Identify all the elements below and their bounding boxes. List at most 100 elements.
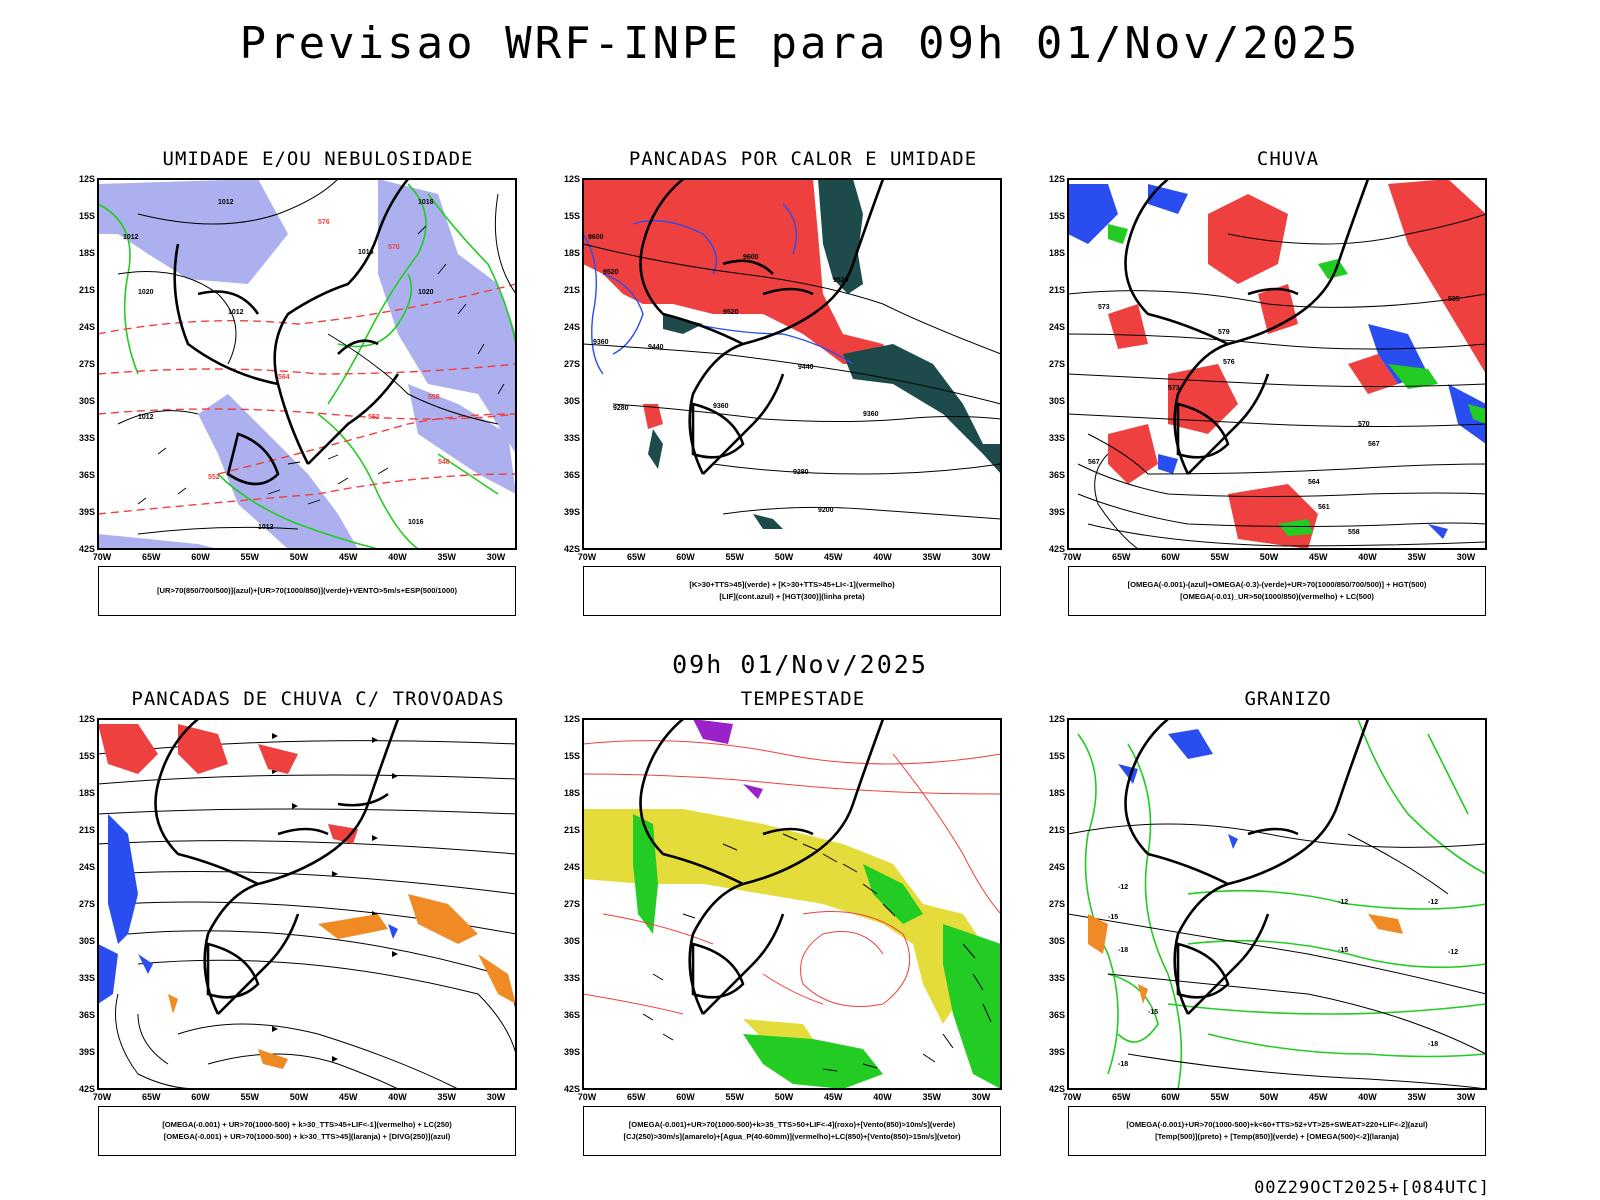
lat-tick-label: 39S — [79, 507, 95, 517]
lat-tick-label: 33S — [564, 973, 580, 983]
lon-axis: 70W 65W 60W 55W 50W 45W 40W 35W 30W — [93, 1092, 506, 1102]
land-borders — [154, 718, 400, 1015]
lat-tick-label: 36S — [564, 1010, 580, 1020]
panel-title: GRANIZO — [1244, 688, 1332, 710]
lat-tick-label: 12S — [79, 174, 95, 184]
contour-label: 561 — [1318, 504, 1330, 511]
lat-axis: 12S 15S 18S 21S 24S 27S 30S 33S 36S 39S 42S — [79, 714, 95, 1094]
lat-tick-label: 12S — [1049, 714, 1065, 724]
lat-tick-label: 42S — [564, 544, 580, 554]
contour-label: 567 — [1368, 441, 1380, 448]
panel-granizo: GRANIZO — [1048, 688, 1528, 1158]
lat-tick-label: 15S — [1049, 211, 1065, 221]
lat-tick-label: 33S — [1049, 433, 1065, 443]
land-borders — [639, 178, 885, 475]
green-temp850-contours — [1077, 718, 1487, 1090]
legend-line: [UR>70(850/700/500)](azul)+[UR>70(1000/8… — [157, 586, 457, 595]
legend-line: [OMEGA(-0.001)+UR>70(1000-500)+k>35_TTS>… — [628, 1120, 956, 1129]
contour-label: 1016 — [408, 519, 424, 526]
contour-label: 546 — [438, 459, 450, 466]
lat-tick-label: 15S — [564, 751, 580, 761]
panel-title: TEMPESTADE — [740, 688, 866, 710]
map-trovoadas: 12S 15S 18S 21S 24S 27S 30S 33S 36S 39S 42S 70W 65W… — [79, 714, 517, 1102]
contour-label: 573 — [1098, 304, 1110, 311]
lat-tick-label: 12S — [1049, 174, 1065, 184]
lat-tick-label: 24S — [564, 322, 580, 332]
contour-label: 1016 — [358, 249, 374, 256]
lon-tick-label: 40W — [1358, 1092, 1377, 1102]
contour-label: 1016 — [418, 199, 434, 206]
contour-label: 573 — [1168, 385, 1180, 392]
lat-tick-label: 18S — [1049, 788, 1065, 798]
lat-tick-label: 21S — [564, 825, 580, 835]
red-rain-area — [1108, 179, 1486, 549]
lat-tick-label: 30S — [564, 936, 580, 946]
lon-tick-label: 50W — [1260, 1092, 1279, 1102]
lat-tick-label: 27S — [1049, 359, 1065, 369]
contour-label: 9520 — [603, 269, 619, 276]
streamlines — [97, 740, 517, 1090]
lat-tick-label: 27S — [564, 359, 580, 369]
contour-label: 1012 — [138, 414, 154, 421]
lon-tick-label: 45W — [824, 552, 843, 562]
lon-tick-label: 45W — [339, 552, 358, 562]
lat-tick-label: 24S — [1049, 862, 1065, 872]
contour-label: 564 — [1308, 479, 1320, 486]
lat-axis: 12S 15S 18S 21S 24S 27S 30S 33S 36S 39S 42S — [1049, 174, 1065, 554]
contour-label: -18 — [1118, 1061, 1128, 1068]
contour-label: -12 — [1118, 884, 1128, 891]
lat-tick-label: 42S — [1049, 1084, 1065, 1094]
lon-tick-label: 60W — [1161, 1092, 1180, 1102]
map-chuva: 579 576 573 570 567 564 561 558 585 573 … — [1049, 174, 1487, 562]
contour-label: 1020 — [138, 289, 154, 296]
land-borders — [1124, 718, 1370, 1015]
legend-box: [K>30+TTS>45](verde) + [K>30+TTS>45+LI<-… — [583, 566, 1001, 616]
contour-label: -15 — [1338, 947, 1348, 954]
lon-tick-label: 40W — [1358, 552, 1377, 562]
legend-line: [OMEGA(-0.001)+UR>70(1000-500)+k<60+TTS>… — [1126, 1120, 1428, 1129]
wind-vectors — [137, 225, 505, 505]
contour-label: 9520 — [833, 277, 849, 284]
contour-label: 564 — [278, 374, 290, 381]
lat-tick-label: 12S — [79, 714, 95, 724]
lat-tick-label: 27S — [564, 899, 580, 909]
lat-tick-label: 24S — [564, 862, 580, 872]
land-borders — [1124, 178, 1370, 475]
lat-tick-label: 30S — [79, 936, 95, 946]
contour-label: 9520 — [723, 309, 739, 316]
lon-tick-label: 35W — [922, 552, 941, 562]
panel-title: PANCADAS POR CALOR E UMIDADE — [628, 148, 978, 170]
lon-tick-label: 65W — [627, 1092, 646, 1102]
contour-label: 579 — [1218, 329, 1230, 336]
orange-omega-area — [1088, 914, 1403, 1004]
lat-tick-label: 30S — [1049, 936, 1065, 946]
lat-tick-label: 27S — [1049, 899, 1065, 909]
lon-tick-label: 40W — [873, 552, 892, 562]
lon-tick-label: 35W — [437, 552, 456, 562]
lon-tick-label: 55W — [240, 552, 259, 562]
lat-tick-label: 24S — [1049, 322, 1065, 332]
lat-tick-label: 42S — [79, 1084, 95, 1094]
lat-tick-label: 21S — [564, 285, 580, 295]
panel-title: CHUVA — [1256, 148, 1320, 170]
green-humidity-contours — [97, 183, 517, 550]
lon-tick-label: 70W — [93, 1092, 112, 1102]
legend-box: [OMEGA(-0.001)+UR>70(1000-500)+k>35_TTS>… — [583, 1106, 1001, 1156]
lat-tick-label: 42S — [79, 544, 95, 554]
lon-tick-label: 50W — [775, 1092, 794, 1102]
lat-tick-label: 42S — [564, 1084, 580, 1094]
land-borders — [173, 178, 410, 486]
lon-tick-label: 30W — [972, 552, 991, 562]
contour-label: 1012 — [218, 199, 234, 206]
contour-label: 9200 — [818, 507, 834, 514]
lon-tick-label: 35W — [437, 1092, 456, 1102]
contour-label: 1012 — [123, 234, 139, 241]
green-omega-area — [1108, 224, 1486, 536]
contour-labels: 9600 9520 9600 9520 9440 9360 9520 9440 … — [588, 234, 879, 514]
contour-label: 1012 — [258, 524, 274, 531]
legend-box: [OMEGA(-0.001)-(azul)+OMEGA(-0.3)-(verde… — [1068, 566, 1486, 616]
contour-label: 585 — [1448, 296, 1460, 303]
lon-tick-label: 70W — [1063, 552, 1082, 562]
contour-label: -18 — [1428, 1041, 1438, 1048]
legend-line: [OMEGA(-0.001) + UR>70(1000-500) + k>30_… — [163, 1132, 451, 1141]
